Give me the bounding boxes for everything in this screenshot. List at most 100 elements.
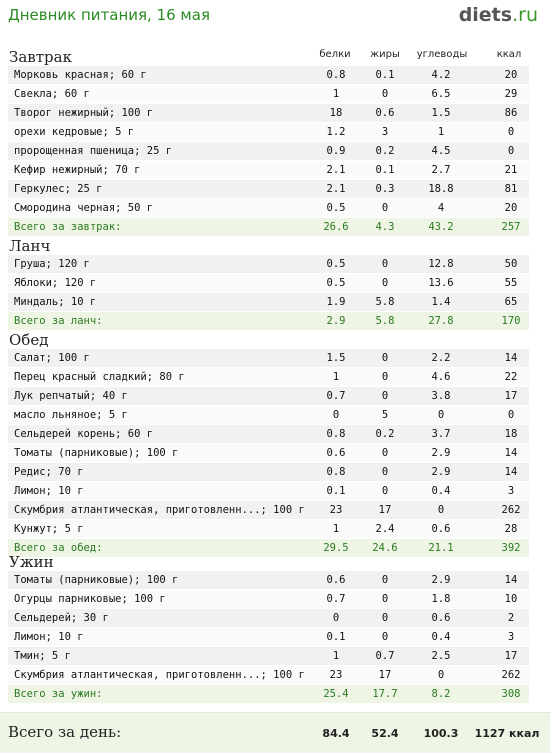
food-protein: 0.5 xyxy=(326,277,346,289)
food-protein: 0.5 xyxy=(326,258,346,270)
food-fat: 5 xyxy=(381,409,389,421)
food-row[interactable]: Смородина черная; 50 г 0.5 0 4 20 xyxy=(8,199,529,218)
food-row[interactable]: Миндаль; 10 г 1.9 5.8 1.4 65 xyxy=(8,293,529,312)
food-carbs: 1.4 xyxy=(431,296,451,308)
meal-table: Морковь красная; 60 г 0.8 0.1 4.2 20 Свекла; … xyxy=(8,66,529,237)
food-row[interactable]: орехи кедровые; 5 г 1.2 3 1 0 xyxy=(8,123,529,142)
food-carbs: 0.6 xyxy=(431,523,451,535)
food-row[interactable]: Редис; 70 г 0.8 0 2.9 14 xyxy=(8,463,529,482)
food-row[interactable]: Лимон; 10 г 0.1 0 0.4 3 xyxy=(8,628,529,647)
food-carbs: 0.4 xyxy=(431,485,451,497)
food-fat: 0 xyxy=(381,371,389,383)
food-fat: 0 xyxy=(381,574,389,586)
food-row[interactable]: Кефир нежирный; 70 г 2.1 0.1 2.7 21 xyxy=(8,161,529,180)
food-carbs: 12.8 xyxy=(428,258,454,270)
total-kcal: 257 xyxy=(501,221,521,233)
food-name: Груша; 120 г xyxy=(14,258,90,270)
food-row[interactable]: Груша; 120 г 0.5 0 12.8 50 xyxy=(8,255,529,274)
food-kcal: 14 xyxy=(504,574,518,586)
total-carbs: 27.8 xyxy=(428,315,454,327)
food-fat: 0 xyxy=(381,593,389,605)
food-protein: 1 xyxy=(332,371,340,383)
food-name: Смородина черная; 50 г xyxy=(14,202,154,214)
food-row[interactable]: Яблоки; 120 г 0.5 0 13.6 55 xyxy=(8,274,529,293)
total-fat: 5.8 xyxy=(375,315,395,327)
total-protein: 25.4 xyxy=(323,688,349,700)
food-kcal: 3 xyxy=(507,631,515,643)
food-fat: 17 xyxy=(378,504,392,516)
food-name: пророщенная пшеница; 25 г xyxy=(14,145,173,157)
food-kcal: 14 xyxy=(504,466,518,478)
food-kcal: 22 xyxy=(504,371,518,383)
food-name: Яблоки; 120 г xyxy=(14,277,97,289)
food-kcal: 17 xyxy=(504,650,518,662)
food-row[interactable]: Огурцы парниковые; 100 г 0.7 0 1.8 10 xyxy=(8,590,529,609)
food-fat: 0 xyxy=(381,390,389,402)
total-protein: 26.6 xyxy=(323,221,349,233)
food-row[interactable]: масло льняное; 5 г 0 5 0 0 xyxy=(8,406,529,425)
site-logo[interactable]: diets.ru xyxy=(459,4,538,26)
food-row[interactable]: Лук репчатый; 40 г 0.7 0 3.8 17 xyxy=(8,387,529,406)
food-name: Миндаль; 10 г xyxy=(14,296,97,308)
meal-table: Груша; 120 г 0.5 0 12.8 50 Яблоки; 120 г 0.5 0 1… xyxy=(8,255,529,331)
food-fat: 0.1 xyxy=(375,164,395,176)
total-kcal: 308 xyxy=(501,688,521,700)
total-fat: 24.6 xyxy=(372,542,398,554)
food-row[interactable]: Томаты (парниковые); 100 г 0.6 0 2.9 14 xyxy=(8,444,529,463)
total-kcal: 170 xyxy=(501,315,521,327)
food-carbs: 6.5 xyxy=(431,88,451,100)
food-row[interactable]: Томаты (парниковые); 100 г 0.6 0 2.9 14 xyxy=(8,571,529,590)
food-carbs: 1.8 xyxy=(431,593,451,605)
food-name: Сельдерей; 30 г xyxy=(14,612,109,624)
food-fat: 5.8 xyxy=(375,296,395,308)
food-name: Кефир нежирный; 70 г xyxy=(14,164,141,176)
day-total-kcal: 1127 ккал xyxy=(474,727,540,740)
food-kcal: 14 xyxy=(504,352,518,364)
food-row[interactable]: Тмин; 5 г 1 0.7 2.5 17 xyxy=(8,647,529,666)
food-kcal: 10 xyxy=(504,593,518,605)
food-protein: 18 xyxy=(329,107,343,119)
food-name: Томаты (парниковые); 100 г xyxy=(14,447,179,459)
food-name: Творог нежирный; 100 г xyxy=(14,107,154,119)
food-kcal: 20 xyxy=(504,69,518,81)
food-carbs: 13.6 xyxy=(428,277,454,289)
food-row[interactable]: Свекла; 60 г 1 0 6.5 29 xyxy=(8,85,529,104)
food-row[interactable]: Скумбрия атлантическая, приготовленн...;… xyxy=(8,501,529,520)
food-row[interactable]: Сельдерей корень; 60 г 0.8 0.2 3.7 18 xyxy=(8,425,529,444)
food-carbs: 4.6 xyxy=(431,371,451,383)
food-protein: 0.1 xyxy=(326,631,346,643)
total-carbs: 8.2 xyxy=(431,688,451,700)
top-bar: Дневник питания, 16 мая diets.ru xyxy=(0,0,550,34)
food-row[interactable]: Лимон; 10 г 0.1 0 0.4 3 xyxy=(8,482,529,501)
food-row[interactable]: Геркулес; 25 г 2.1 0.3 18.8 81 xyxy=(8,180,529,199)
logo-tld: .ru xyxy=(512,4,538,26)
food-fat: 0 xyxy=(381,631,389,643)
meal-total-label: Всего за завтрак: xyxy=(14,221,122,233)
food-carbs: 3.7 xyxy=(431,428,451,440)
day-total-bar: Всего за день: 84.4 52.4 100.3 1127 ккал xyxy=(0,712,550,753)
food-protein: 0.7 xyxy=(326,593,346,605)
food-fat: 0 xyxy=(381,466,389,478)
food-row[interactable]: Перец красный сладкий; 80 г 1 0 4.6 22 xyxy=(8,368,529,387)
food-name: Сельдерей корень; 60 г xyxy=(14,428,154,440)
food-kcal: 18 xyxy=(504,428,518,440)
food-name: Лук репчатый; 40 г xyxy=(14,390,128,402)
food-row[interactable]: Морковь красная; 60 г 0.8 0.1 4.2 20 xyxy=(8,66,529,85)
food-row[interactable]: пророщенная пшеница; 25 г 0.9 0.2 4.5 0 xyxy=(8,142,529,161)
meal-total-row: Всего за завтрак: 26.6 4.3 43.2 257 xyxy=(8,218,529,237)
food-row[interactable]: Кунжут; 5 г 1 2.4 0.6 28 xyxy=(8,520,529,539)
meal-table: Салат; 100 г 1.5 0 2.2 14 Перец красный сладк… xyxy=(8,349,529,558)
food-row[interactable]: Творог нежирный; 100 г 18 0.6 1.5 86 xyxy=(8,104,529,123)
food-fat: 0.6 xyxy=(375,107,395,119)
food-row[interactable]: Сельдерей; 30 г 0 0 0.6 2 xyxy=(8,609,529,628)
section-title: Ланч xyxy=(9,237,51,255)
food-fat: 0.2 xyxy=(375,428,395,440)
food-fat: 0 xyxy=(381,447,389,459)
food-kcal: 29 xyxy=(504,88,518,100)
col-protein-header: белки xyxy=(319,49,351,60)
food-protein: 1 xyxy=(332,650,340,662)
food-protein: 1 xyxy=(332,523,340,535)
food-protein: 1 xyxy=(332,88,340,100)
food-row[interactable]: Скумбрия атлантическая, приготовленн...;… xyxy=(8,666,529,685)
food-row[interactable]: Салат; 100 г 1.5 0 2.2 14 xyxy=(8,349,529,368)
